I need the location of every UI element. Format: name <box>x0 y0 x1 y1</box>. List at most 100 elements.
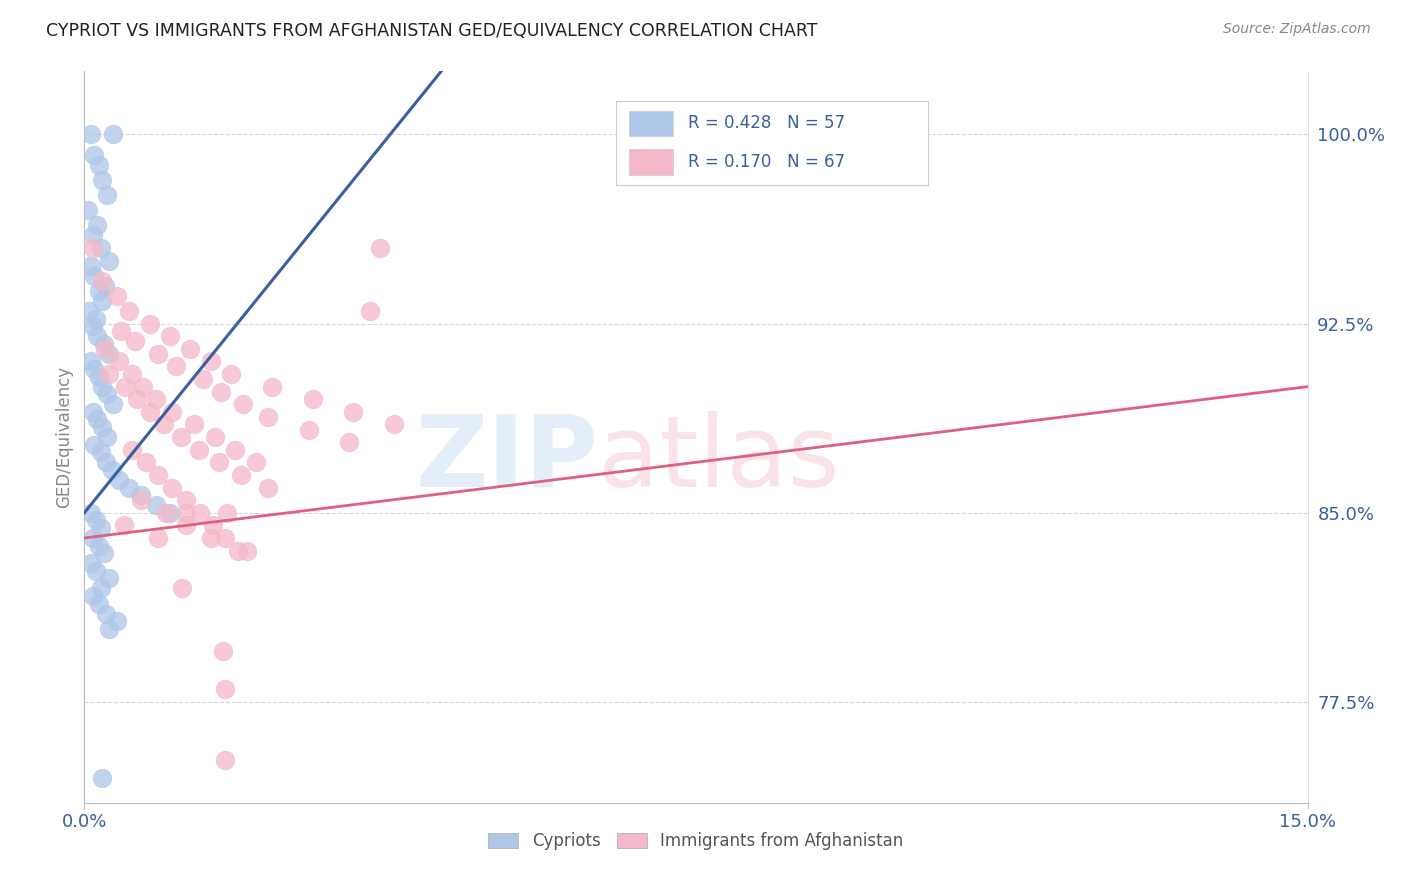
Point <box>217 506 239 520</box>
Point <box>188 506 211 520</box>
Point <box>93 546 115 560</box>
Text: Source: ZipAtlas.com: Source: ZipAtlas.com <box>1223 22 1371 37</box>
Point <box>118 481 141 495</box>
Point <box>101 128 124 142</box>
Point <box>135 455 157 469</box>
Point <box>145 498 167 512</box>
Point <box>97 622 120 636</box>
Point <box>162 405 184 419</box>
Point <box>90 241 112 255</box>
Point <box>260 379 283 393</box>
Point <box>91 274 114 288</box>
Point <box>87 369 110 384</box>
Point <box>179 342 201 356</box>
Point <box>127 392 149 407</box>
Point <box>121 442 143 457</box>
Point <box>94 607 117 621</box>
Point <box>86 218 108 232</box>
Point <box>202 518 225 533</box>
Point <box>165 359 187 374</box>
Point <box>245 455 267 469</box>
Point <box>84 564 107 578</box>
Point <box>97 253 120 268</box>
Point <box>172 582 194 596</box>
Point <box>91 293 114 308</box>
Point <box>96 387 118 401</box>
Point <box>94 455 117 469</box>
Point <box>93 342 115 356</box>
Point <box>84 311 107 326</box>
Point <box>174 493 197 508</box>
Point <box>118 304 141 318</box>
Point <box>107 354 129 368</box>
Point <box>77 203 100 218</box>
Point <box>174 518 197 533</box>
Point <box>80 128 103 142</box>
Point <box>80 259 103 273</box>
Point <box>82 319 104 334</box>
Point <box>138 317 160 331</box>
Text: ZIP: ZIP <box>415 410 598 508</box>
Point <box>342 405 364 419</box>
Point <box>83 437 105 451</box>
Point <box>96 430 118 444</box>
Point <box>214 682 236 697</box>
Point <box>82 405 104 419</box>
Point <box>101 397 124 411</box>
Point <box>80 506 103 520</box>
Point <box>90 582 112 596</box>
Point <box>257 481 280 495</box>
Point <box>124 334 146 349</box>
Point <box>97 571 120 585</box>
Point <box>204 430 226 444</box>
Legend: Cypriots, Immigrants from Afghanistan: Cypriots, Immigrants from Afghanistan <box>482 825 910 856</box>
Point <box>82 589 104 603</box>
Point <box>301 392 323 407</box>
Point <box>219 367 242 381</box>
Point <box>87 539 110 553</box>
Point <box>87 284 110 298</box>
Point <box>187 442 209 457</box>
Point <box>91 379 114 393</box>
Point <box>91 771 114 785</box>
Point <box>200 531 222 545</box>
Point <box>97 367 120 381</box>
Point <box>90 521 112 535</box>
Point <box>87 597 110 611</box>
Point <box>80 556 103 570</box>
Point <box>155 506 177 520</box>
Point <box>101 463 124 477</box>
Point <box>162 481 184 495</box>
Point <box>368 241 391 255</box>
Point <box>174 506 197 520</box>
Point <box>105 614 128 628</box>
Point <box>214 753 236 767</box>
Point <box>224 442 246 457</box>
Point <box>226 543 249 558</box>
Point <box>93 336 115 351</box>
Point <box>112 518 135 533</box>
Point <box>232 397 254 411</box>
Point <box>82 241 104 255</box>
Point <box>183 417 205 432</box>
Point <box>212 644 235 658</box>
Point <box>96 188 118 202</box>
Point <box>209 384 232 399</box>
Point <box>82 531 104 545</box>
Point <box>159 506 181 520</box>
Point <box>153 417 176 432</box>
Point <box>93 278 115 293</box>
Y-axis label: GED/Equivalency: GED/Equivalency <box>55 366 73 508</box>
Point <box>107 473 129 487</box>
Point <box>191 372 214 386</box>
Point <box>83 147 105 161</box>
Point <box>110 324 132 338</box>
Point <box>229 467 252 482</box>
Point <box>146 347 169 361</box>
Point <box>236 543 259 558</box>
Point <box>146 467 169 482</box>
Point <box>83 268 105 283</box>
Point <box>86 412 108 426</box>
Point <box>131 488 153 502</box>
Point <box>77 304 100 318</box>
